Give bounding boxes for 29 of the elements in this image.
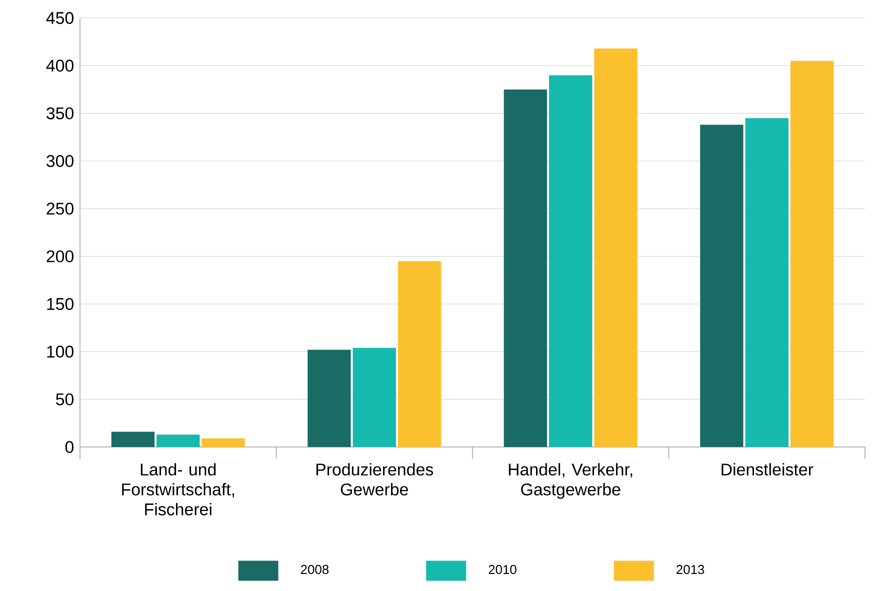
- y-tick-label: 250: [46, 202, 74, 215]
- bar: [202, 438, 245, 447]
- bar: [156, 434, 200, 447]
- y-tick-label: 450: [46, 12, 74, 24]
- x-tick-label: Dienstleister: [722, 463, 814, 476]
- bar: [308, 350, 351, 447]
- bar: [398, 261, 442, 447]
- legend-label: 2013: [676, 564, 704, 574]
- bar: [549, 75, 592, 447]
- bar: [594, 48, 638, 447]
- legend-label: 2008: [300, 564, 329, 574]
- x-tick-label: Handel, Verkehr, Gastgewerbe: [508, 463, 632, 499]
- bar: [111, 432, 155, 447]
- bar: [700, 124, 744, 447]
- bar: [352, 348, 396, 447]
- y-tick-label: 400: [46, 60, 74, 72]
- y-tick-label: 100: [47, 346, 74, 358]
- bar: [745, 118, 788, 447]
- y-tick-label: 200: [46, 250, 74, 262]
- y-tick-label: 300: [46, 155, 74, 168]
- y-tick-label: 350: [46, 107, 74, 120]
- legend-label: 2010: [488, 564, 516, 574]
- x-tick-label: Produzierendes Gewerbe: [316, 463, 434, 496]
- y-tick-label: 50: [56, 393, 74, 406]
- y-tick-label: 0: [65, 441, 74, 453]
- bar: [790, 60, 834, 447]
- bar: [504, 90, 548, 447]
- x-tick-label: Land- und Forstwirtschaft, Fischerei: [122, 463, 234, 516]
- y-tick-label: 150: [47, 298, 74, 310]
